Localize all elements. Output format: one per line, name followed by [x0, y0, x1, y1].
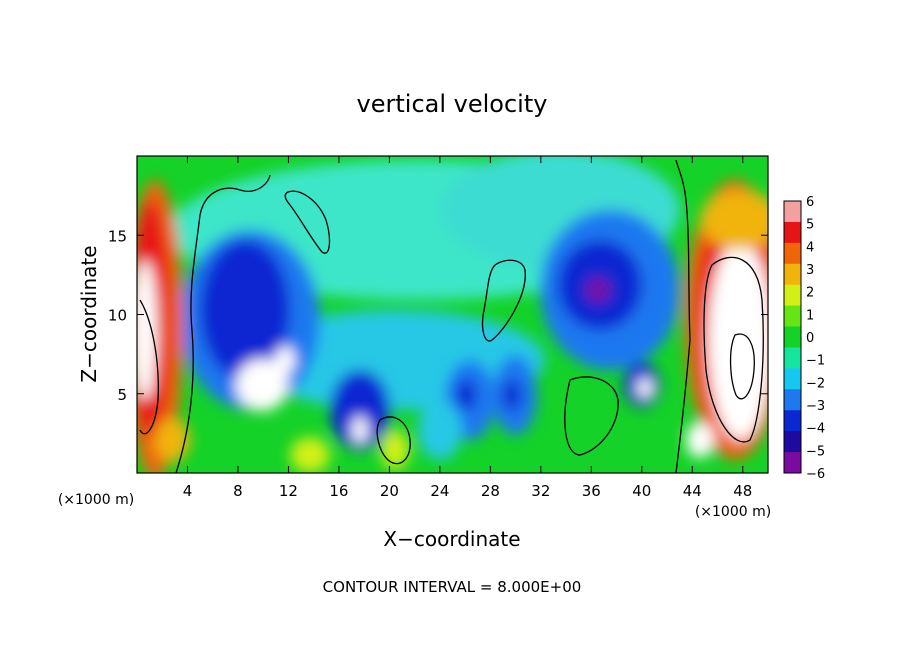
- field-blob: [708, 240, 768, 440]
- x-tick-label: 20: [380, 482, 399, 500]
- colorbar-swatch: [784, 452, 801, 474]
- field-blob: [418, 400, 462, 460]
- contour-right-core: [729, 333, 755, 400]
- x-tick-label: 40: [632, 482, 651, 500]
- field-blob: [137, 260, 157, 400]
- field-blob: [503, 379, 521, 411]
- colorbar-label: 6: [806, 195, 814, 210]
- field-blob: [700, 190, 768, 250]
- colorbar-swatch: [784, 221, 801, 244]
- field-blob: [686, 422, 714, 458]
- colorbar-label: −4: [806, 422, 825, 437]
- zero-contour-center: [481, 259, 526, 342]
- colorbar-swatch: [784, 201, 801, 223]
- colorbar-label: −2: [806, 376, 825, 391]
- y-tick-label: 5: [117, 386, 127, 404]
- colorbar-swatch: [784, 242, 801, 265]
- field-blob: [275, 346, 295, 374]
- colorbar-label: 0: [806, 331, 814, 346]
- zero-contour-upper: [284, 190, 331, 254]
- colorbar-label: −5: [806, 444, 825, 459]
- colorbar-swatch: [784, 410, 801, 432]
- colorbar-swatch: [784, 326, 801, 348]
- zero-contour-lower-right: [564, 376, 619, 456]
- colorbar-label: −3: [806, 399, 825, 414]
- x-unit-label-right: (×1000 m): [695, 504, 771, 520]
- colorbar-frame: [783, 200, 802, 474]
- x-axis-label: X−coordinate: [383, 527, 520, 551]
- field-blob: [456, 379, 476, 411]
- colorbar-label: 2: [806, 286, 814, 301]
- colorbar-swatch: [784, 284, 801, 307]
- field-blob: [330, 370, 390, 450]
- colorbar-label: 3: [806, 263, 814, 278]
- x-axis: 4 8 12 16 20 24 28 32 36 40 44 48: [183, 156, 752, 500]
- x-tick-label: 24: [430, 482, 449, 500]
- colorbar-label: 1: [806, 308, 814, 323]
- y-axis: 5 10 15: [108, 227, 768, 404]
- y-tick-label: 10: [108, 307, 127, 325]
- colorbar-swatch: [784, 431, 801, 453]
- colorbar-swatch: [784, 389, 801, 411]
- x-tick-label: 36: [582, 482, 601, 500]
- colorbar-swatch: [784, 347, 801, 369]
- x-unit-label-left: (×1000 m): [58, 492, 134, 508]
- field-blob: [290, 437, 330, 473]
- velocity-field: [137, 156, 768, 473]
- colorbar-swatch: [784, 368, 801, 390]
- y-axis-label: Z−coordinate: [77, 245, 101, 382]
- x-tick-label: 48: [733, 482, 752, 500]
- field-blob: [200, 240, 290, 380]
- field-blob: [637, 378, 653, 398]
- colorbar-label: −1: [806, 354, 825, 369]
- chart-title: vertical velocity: [357, 90, 548, 118]
- x-tick-label: 28: [481, 482, 500, 500]
- field-blob: [352, 416, 368, 444]
- x-tick-label: 16: [329, 482, 348, 500]
- x-tick-label: 32: [531, 482, 550, 500]
- y-tick-label: 15: [108, 227, 127, 245]
- contour-right-inner: [703, 256, 764, 443]
- x-tick-label: 12: [279, 482, 298, 500]
- colorbar-label: 4: [806, 240, 814, 255]
- colorbar-label: −6: [806, 467, 825, 482]
- colorbar-swatch: [784, 263, 801, 286]
- colorbar-swatch: [784, 305, 801, 328]
- field-blob: [236, 359, 288, 411]
- x-tick-label: 44: [683, 482, 702, 500]
- contour-left-inner: [139, 299, 159, 435]
- zero-contour-left: [175, 174, 271, 473]
- field-blob: [586, 278, 610, 302]
- colorbar-label: 5: [806, 218, 814, 233]
- zero-contour-lower: [376, 416, 411, 465]
- x-tick-label: 8: [233, 482, 243, 500]
- colorbar: 6 5 4 3 2 1 0 −1 −2 −3 −4 −5 −6: [783, 195, 825, 482]
- field-blob: [154, 418, 190, 462]
- contour-interval-note: CONTOUR INTERVAL = 8.000E+00: [323, 578, 582, 596]
- x-tick-label: 4: [183, 482, 193, 500]
- zero-contour-right: [675, 159, 691, 473]
